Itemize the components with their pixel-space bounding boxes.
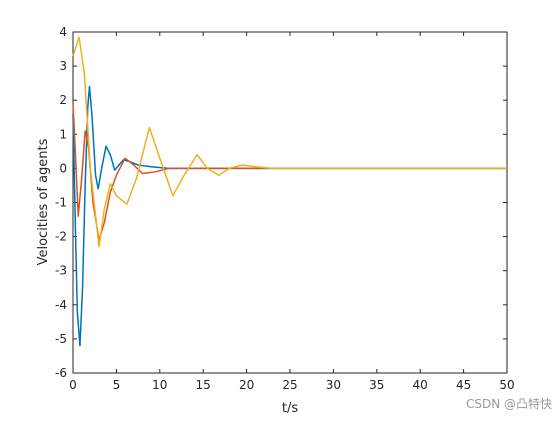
y-tick-label: 4 <box>59 25 67 39</box>
y-tick-label: -1 <box>55 196 67 210</box>
x-tick-label: 10 <box>152 378 167 392</box>
series-line <box>72 103 507 241</box>
x-tick-label: 35 <box>369 378 384 392</box>
x-tick-label: 30 <box>326 378 341 392</box>
x-axis-label: t/s <box>282 401 298 416</box>
y-tick-label: -4 <box>55 298 67 312</box>
watermark: CSDN @凸特快 <box>466 396 552 411</box>
plot-box <box>72 31 508 374</box>
y-tick-label: 1 <box>59 127 67 141</box>
x-tick-label: 15 <box>196 378 211 392</box>
x-tick-label: 5 <box>113 378 121 392</box>
y-tick-label: 0 <box>59 161 67 175</box>
y-tick-label: 3 <box>59 59 67 73</box>
x-tick-label: 0 <box>69 378 77 392</box>
x-tick-label: 40 <box>413 378 428 392</box>
y-tick-label: -2 <box>55 230 67 244</box>
x-tick-label: 45 <box>456 378 471 392</box>
y-tick-label: 2 <box>59 93 67 107</box>
y-tick-label: -5 <box>55 332 67 346</box>
series-line <box>72 36 507 248</box>
x-tick-label: 20 <box>239 378 254 392</box>
y-tick-label: -6 <box>55 366 67 380</box>
x-tick-label: 25 <box>282 378 297 392</box>
y-axis-label: Velocities of agents <box>36 138 51 265</box>
x-tick-label: 50 <box>499 378 514 392</box>
y-tick-label: -3 <box>55 264 67 278</box>
